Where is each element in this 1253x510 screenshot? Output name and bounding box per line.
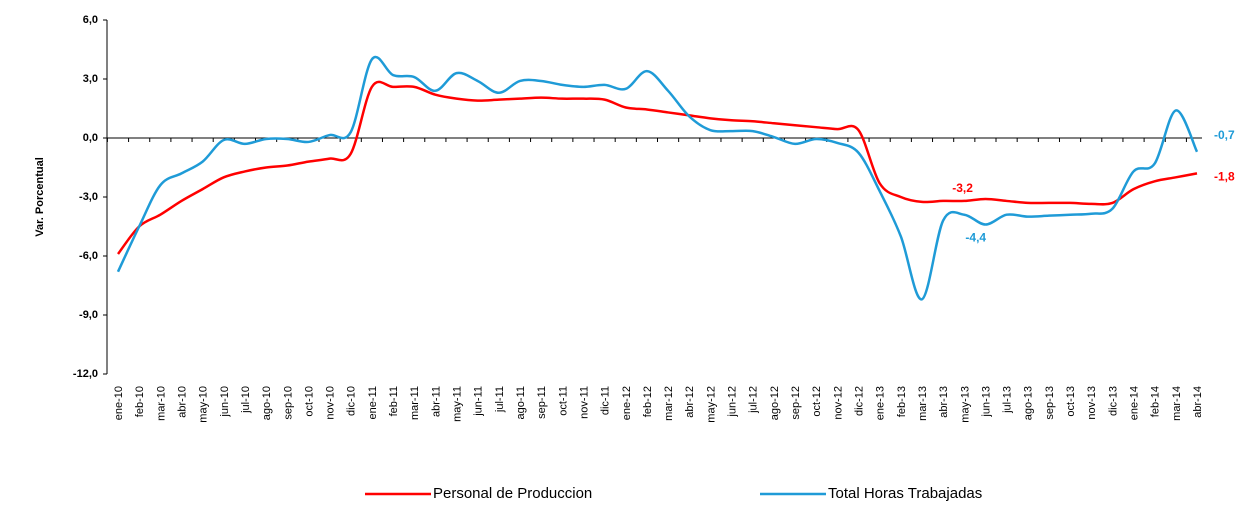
x-tick-label: may-12: [705, 386, 717, 423]
x-tick-label: sep-12: [790, 386, 802, 420]
y-axis-title: Var. Porcentual: [34, 157, 46, 236]
x-tick-label: nov-10: [325, 386, 337, 420]
value-label: -1,8: [1214, 170, 1235, 184]
x-tick-label: may-13: [959, 386, 971, 423]
x-tick-label: oct-11: [557, 386, 569, 416]
value-label: -0,7: [1214, 128, 1235, 142]
x-tick-label: ene-10: [113, 386, 125, 420]
x-tick-label: dic-10: [346, 386, 358, 416]
y-tick-label: 6,0: [83, 14, 98, 26]
x-tick-label: nov-13: [1086, 386, 1098, 420]
x-tick-label: ago-10: [261, 386, 273, 420]
x-tick-label: mar-12: [663, 386, 675, 421]
series-line: [117, 80, 1198, 255]
x-tick-label: ene-13: [875, 386, 887, 420]
x-tick-label: abr-10: [176, 386, 188, 418]
x-tick-label: ene-14: [1129, 386, 1141, 420]
y-tick-label: -3,0: [79, 191, 98, 203]
x-tick-label: ene-12: [621, 386, 633, 420]
x-tick-label: mar-10: [155, 386, 167, 421]
value-label: -3,2: [952, 181, 973, 195]
x-tick-label: oct-12: [811, 386, 823, 417]
x-tick-label: dic-11: [600, 386, 612, 415]
x-tick-label: ene-11: [367, 386, 379, 419]
x-tick-label: feb-14: [1150, 386, 1162, 417]
x-tick-label: dic-12: [853, 386, 865, 416]
x-tick-label: abr-13: [938, 386, 950, 418]
x-tick-label: jul-11: [494, 386, 506, 413]
x-tick-label: oct-13: [1065, 386, 1077, 417]
x-tick-label: sep-13: [1044, 386, 1056, 420]
series-line: [116, 55, 1199, 301]
legend-label: Total Horas Trabajadas: [828, 485, 982, 502]
x-tick-label: mar-11: [409, 386, 421, 420]
x-tick-label: abr-12: [684, 386, 696, 418]
x-tick-label: jun-13: [980, 386, 992, 418]
x-tick-label: ago-13: [1023, 386, 1035, 420]
x-tick-label: nov-11: [578, 386, 590, 419]
x-tick-label: oct-10: [303, 386, 315, 417]
x-tick-label: feb-11: [388, 386, 400, 416]
x-tick-label: dic-13: [1107, 386, 1119, 416]
x-tick-label: sep-10: [282, 386, 294, 420]
value-label: -4,4: [965, 231, 986, 245]
y-tick-label: -12,0: [73, 368, 98, 380]
x-tick-label: may-11: [452, 386, 464, 422]
x-tick-label: feb-12: [642, 386, 654, 417]
x-tick-label: jun-10: [219, 386, 231, 418]
x-tick-label: sep-11: [536, 386, 548, 419]
x-tick-label: jun-11: [473, 386, 485, 417]
x-tick-label: mar-13: [917, 386, 929, 421]
x-tick-label: nov-12: [832, 386, 844, 420]
x-tick-label: feb-13: [896, 386, 908, 417]
x-tick-label: feb-10: [134, 386, 146, 417]
x-tick-label: ago-11: [515, 386, 527, 419]
x-tick-label: mar-14: [1171, 386, 1183, 421]
y-tick-label: -6,0: [79, 250, 98, 262]
x-tick-label: jul-12: [748, 386, 760, 414]
y-tick-label: 0,0: [83, 132, 98, 144]
x-tick-label: jul-13: [1002, 386, 1014, 414]
x-tick-label: ago-12: [769, 386, 781, 420]
y-tick-label: 3,0: [83, 73, 98, 85]
x-tick-label: jul-10: [240, 386, 252, 414]
legend-label: Personal de Produccion: [433, 485, 592, 502]
x-tick-label: may-10: [198, 386, 210, 423]
x-tick-label: abr-14: [1192, 386, 1204, 418]
x-tick-label: abr-11: [430, 386, 442, 417]
x-tick-label: jun-12: [727, 386, 739, 418]
y-tick-label: -9,0: [79, 309, 98, 321]
